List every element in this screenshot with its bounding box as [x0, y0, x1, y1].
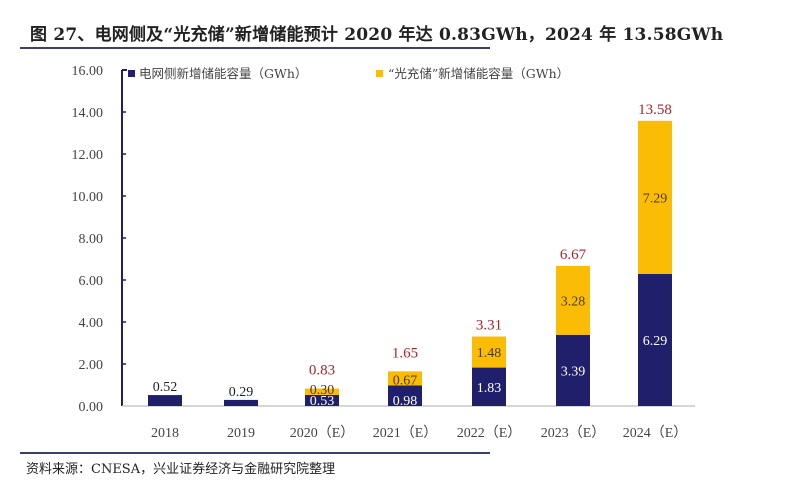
value-label-pv-storage: 1.48 — [477, 346, 502, 361]
value-label-grid-side: 3.39 — [561, 364, 586, 379]
bar-grid-side — [472, 367, 506, 406]
y-tick-label: 16.00 — [72, 64, 104, 79]
y-axis: 0.00 2.00 4.00 6.00 8.00 10.00 12.00 14.00 16.00 — [72, 64, 127, 415]
legend-swatch-grid-side — [128, 70, 135, 77]
bar-grid-side — [148, 395, 182, 406]
bar-grid-side — [305, 394, 339, 406]
legend-swatch-pv-storage — [376, 70, 383, 77]
y-tick-label: 12.00 — [72, 148, 104, 163]
y-tick-label: 6.00 — [79, 274, 104, 289]
total-label: 13.58 — [638, 102, 672, 118]
y-tick-label: 2.00 — [79, 358, 104, 373]
value-label-grid-side: 0.29 — [229, 385, 254, 400]
x-tick-label: 2023（E） — [541, 425, 606, 441]
value-label-grid-side: 1.83 — [477, 381, 502, 396]
bar-pv-storage — [472, 336, 506, 368]
x-tick-label: 2021（E） — [373, 425, 438, 441]
x-axis: 2018 2019 2020（E） 2021（E） 2022（E） 2023（E） 2024… — [122, 405, 695, 441]
bar-pv-storage — [556, 265, 590, 335]
total-label: 3.31 — [476, 317, 502, 333]
bar-grid-side — [388, 385, 422, 406]
figure-title: 图 27、电网侧及“光充储”新增储能预计 2020 年达 0.83GWh，202… — [30, 25, 724, 45]
source-note: 资料来源：CNESA，兴业证券经济与金融研究院整理 — [26, 462, 336, 477]
x-tick-label: 2019 — [227, 426, 255, 441]
x-tick-label: 2018 — [151, 426, 179, 441]
value-label-pv-storage: 3.28 — [561, 294, 586, 309]
bar-grid-side — [224, 399, 258, 406]
x-tick-label: 2022（E） — [457, 425, 522, 441]
source-divider — [20, 452, 490, 454]
total-label: 6.67 — [560, 247, 587, 263]
total-label: 0.83 — [309, 363, 335, 379]
bar-pv-storage — [388, 371, 422, 386]
value-label-pv-storage: 0.30 — [310, 383, 335, 398]
y-tick-label: 0.00 — [79, 400, 104, 415]
value-label-grid-side: 0.98 — [393, 394, 418, 409]
bar-pv-storage — [638, 120, 672, 274]
value-label-pv-storage: 0.67 — [393, 373, 418, 388]
value-label-grid-side: 0.53 — [310, 394, 335, 409]
bar-grid-side — [556, 334, 590, 406]
bars-group: 0.52 0.29 0.530.30 0.83 0.98 0.67 1.65 1.83 1.48… — [148, 102, 672, 409]
title-divider — [20, 47, 490, 49]
y-tick-label: 8.00 — [79, 232, 104, 247]
total-label: 1.65 — [392, 345, 418, 361]
y-tick-label: 4.00 — [79, 316, 104, 331]
bar-pv-storage — [305, 388, 339, 395]
value-label-grid-side: 0.52 — [153, 380, 178, 395]
x-tick-label: 2020（E） — [290, 425, 355, 441]
value-label-grid-side: 6.29 — [643, 334, 668, 349]
legend-label-pv-storage: “光充储”新增储能容量（GWh） — [388, 66, 569, 81]
x-tick-label: 2024（E） — [623, 425, 688, 441]
y-tick-label: 14.00 — [72, 106, 104, 121]
legend-label-grid-side: 电网侧新增储能容量（GWh） — [139, 66, 307, 81]
bar-grid-side — [638, 273, 672, 406]
value-label-pv-storage: 7.29 — [643, 191, 668, 206]
y-tick-label: 10.00 — [72, 190, 104, 205]
legend: 电网侧新增储能容量（GWh） “光充储”新增储能容量（GWh） — [128, 66, 569, 81]
